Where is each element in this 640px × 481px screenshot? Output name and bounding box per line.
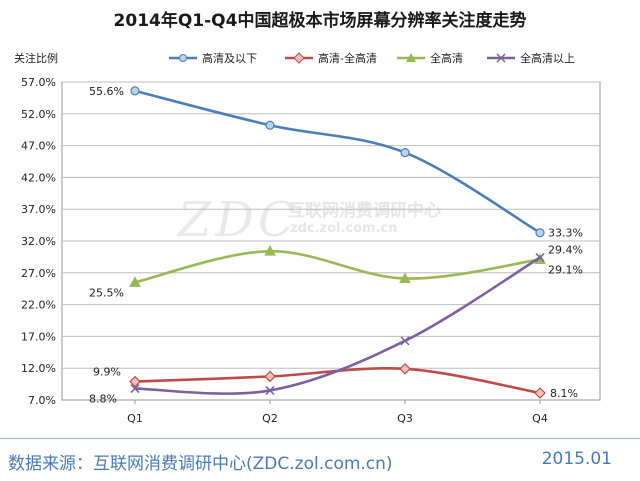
legend-label: 全高清	[430, 52, 463, 65]
chart-title: 2014年Q1-Q4中国超极本市场屏幕分辨率关注度走势	[113, 11, 527, 31]
data-point	[265, 385, 275, 395]
data-point	[400, 336, 410, 346]
legend: 高清及以下 高清-全高清 全高清 全高清以上	[168, 49, 628, 69]
data-point	[129, 375, 141, 388]
data-label: 8.8%	[89, 393, 117, 406]
legend-label: 全高清以上	[520, 52, 575, 65]
y-tick-label: 52.0%	[21, 108, 56, 121]
y-tick-label: 22.0%	[21, 299, 56, 312]
x-tick-label: Q1	[127, 412, 143, 425]
y-axis-label: 关注比例	[14, 52, 58, 65]
data-point	[264, 245, 276, 256]
legend-item: 高清-全高清	[284, 49, 377, 67]
legend-item: 高清及以下	[168, 49, 257, 67]
legend-swatch	[487, 53, 515, 63]
data-label: 55.6%	[89, 85, 124, 98]
watermark-logo: ZDC	[178, 192, 299, 248]
y-tick-label: 47.0%	[21, 140, 56, 153]
data-label: 33.3%	[548, 227, 583, 240]
data-point	[399, 362, 411, 375]
y-tick-label: 27.0%	[21, 267, 56, 280]
data-label: 8.1%	[550, 387, 578, 400]
y-tick-label: 12.0%	[21, 362, 56, 375]
data-point	[264, 370, 276, 383]
y-tick-label: 37.0%	[21, 203, 56, 216]
legend-label: 高清及以下	[202, 52, 257, 65]
publish-date: 2015.01	[541, 449, 612, 469]
series-line-3	[133, 249, 542, 284]
y-tick-label: 17.0%	[21, 330, 56, 343]
data-point	[130, 384, 140, 394]
y-tick-label: 57.0%	[21, 76, 56, 89]
y-tick-label: 42.0%	[21, 171, 56, 184]
data-label: 25.5%	[89, 286, 124, 299]
legend-swatch	[285, 52, 313, 64]
legend-item: 全高清	[396, 49, 463, 67]
watermark-url: zdc.zol.com.cn	[290, 221, 398, 236]
data-point	[399, 272, 411, 284]
data-label: 29.1%	[548, 263, 583, 276]
data-point	[535, 253, 545, 263]
data-point	[534, 387, 546, 399]
x-tick-label: Q4	[532, 412, 548, 425]
legend-swatch	[169, 54, 197, 62]
y-tick-label: 32.0%	[21, 235, 56, 248]
line-chart: 7.0% 12.0% 17.0% 22.0% 27.0% 32.0% 37.0% 42.0% 4…	[21, 76, 601, 425]
data-point	[129, 276, 141, 287]
legend-swatch	[397, 53, 425, 62]
data-label: 29.4%	[548, 244, 583, 257]
footer: 数据来源：互联网消费调研中心(ZDC.zol.com.cn) 2015.01	[0, 438, 640, 481]
x-tick-label: Q3	[397, 412, 413, 425]
legend-item: 全高清以上	[486, 49, 575, 67]
series-line-1	[133, 89, 542, 235]
data-point	[130, 86, 140, 96]
legend-label: 高清-全高清	[318, 52, 377, 65]
y-tick-label: 7.0%	[28, 394, 56, 407]
x-tick-label: Q2	[262, 412, 278, 425]
data-point	[400, 147, 410, 158]
series-line-4	[133, 256, 542, 395]
data-source: 数据来源：互联网消费调研中心(ZDC.zol.com.cn)	[8, 454, 393, 474]
data-point	[265, 120, 275, 130]
data-label: 9.9%	[93, 366, 121, 379]
watermark-org: 互联网消费调研中心	[288, 201, 441, 221]
data-point	[535, 228, 545, 238]
